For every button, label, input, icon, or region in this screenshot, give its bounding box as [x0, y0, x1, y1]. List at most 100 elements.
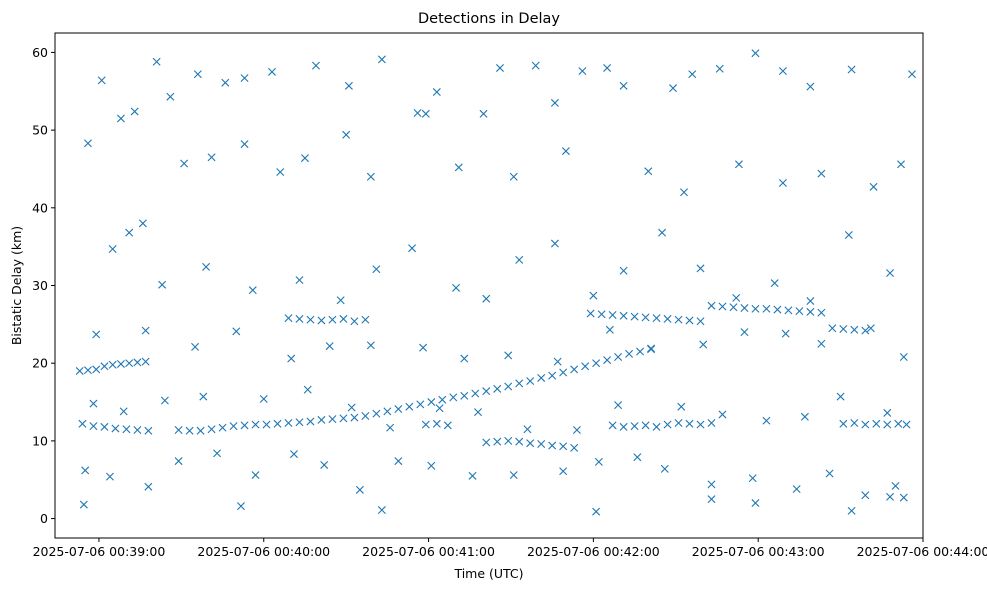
data-point [193, 70, 202, 79]
data-point [350, 413, 359, 422]
data-point [116, 114, 125, 123]
data-point [570, 365, 579, 374]
data-point [515, 379, 524, 388]
data-point [372, 265, 381, 274]
data-point [707, 480, 716, 489]
data-point [537, 373, 546, 382]
data-point [240, 74, 249, 83]
data-point [416, 400, 425, 409]
data-point [751, 499, 760, 508]
data-point [537, 440, 546, 448]
data-point [295, 418, 304, 427]
data-point [100, 362, 109, 371]
data-point [699, 340, 708, 349]
data-point [138, 219, 147, 228]
data-point [883, 408, 892, 417]
data-point [287, 354, 296, 363]
data-point [108, 244, 117, 253]
data-point [715, 64, 724, 73]
data-point [740, 328, 749, 337]
data-point [570, 443, 579, 452]
data-point [78, 419, 87, 428]
data-point [133, 358, 142, 367]
data-point [240, 421, 249, 430]
data-point [619, 422, 628, 431]
data-point [474, 408, 483, 417]
data-point [762, 304, 771, 313]
data-point [548, 441, 557, 450]
data-point [218, 423, 227, 432]
y-tick-label: 60 [32, 45, 48, 60]
data-point [806, 297, 815, 306]
data-point [619, 311, 628, 320]
data-point [658, 228, 667, 237]
data-point [92, 330, 101, 339]
data-point [83, 366, 92, 375]
data-point [707, 301, 716, 310]
data-point [259, 394, 268, 403]
data-point [559, 368, 568, 377]
data-point [677, 402, 686, 411]
x-tick-label: 2025-07-06 00:42:00 [527, 544, 660, 559]
data-point [740, 304, 749, 313]
data-point [460, 354, 469, 363]
data-point [174, 457, 183, 466]
plot-area-frame [54, 32, 924, 539]
data-point [342, 130, 351, 139]
data-point [479, 109, 488, 118]
data-point [652, 422, 661, 431]
data-point [394, 457, 403, 466]
data-point [674, 419, 683, 428]
data-point [89, 399, 98, 408]
data-point [328, 415, 337, 424]
data-point [160, 396, 169, 405]
data-point [97, 76, 106, 85]
data-point [806, 307, 815, 316]
data-point [443, 421, 452, 430]
data-point [674, 315, 683, 324]
data-point [449, 393, 458, 402]
data-point [751, 304, 760, 313]
data-point [592, 359, 601, 368]
data-point [504, 436, 513, 445]
data-point [83, 139, 92, 148]
data-point [295, 276, 304, 285]
data-point [886, 492, 895, 501]
y-tick-label: 30 [32, 278, 48, 293]
data-point [111, 424, 120, 433]
data-point [144, 482, 153, 491]
data-point [636, 347, 645, 356]
data-point [817, 169, 826, 178]
data-point [625, 349, 634, 358]
data-point [806, 82, 815, 91]
data-point [641, 421, 650, 430]
data-point [781, 329, 790, 338]
data-point [847, 65, 856, 74]
x-tick-label: 2025-07-06 00:39:00 [33, 544, 166, 559]
data-point [614, 401, 623, 410]
y-axis-label: Bistatic Delay (km) [9, 226, 24, 345]
data-point [311, 61, 320, 70]
data-point [734, 160, 743, 169]
data-point [897, 160, 906, 169]
data-point [273, 419, 282, 428]
data-point [432, 419, 441, 428]
data-point [795, 307, 804, 316]
data-point [614, 352, 623, 361]
data-point [561, 147, 570, 156]
data-point [828, 324, 837, 333]
data-point [515, 437, 524, 446]
data-point [372, 409, 381, 418]
data-point [729, 303, 738, 312]
data-point [289, 450, 298, 459]
x-tick-label: 2025-07-06 00:43:00 [692, 544, 825, 559]
data-point [718, 410, 727, 419]
data-point [748, 474, 757, 483]
data-point [899, 352, 908, 361]
data-point [454, 163, 463, 172]
data-point [495, 63, 504, 72]
x-tick-label: 2025-07-06 00:40:00 [197, 544, 330, 559]
data-point [377, 506, 386, 515]
data-point [229, 422, 238, 431]
data-point [248, 286, 257, 295]
